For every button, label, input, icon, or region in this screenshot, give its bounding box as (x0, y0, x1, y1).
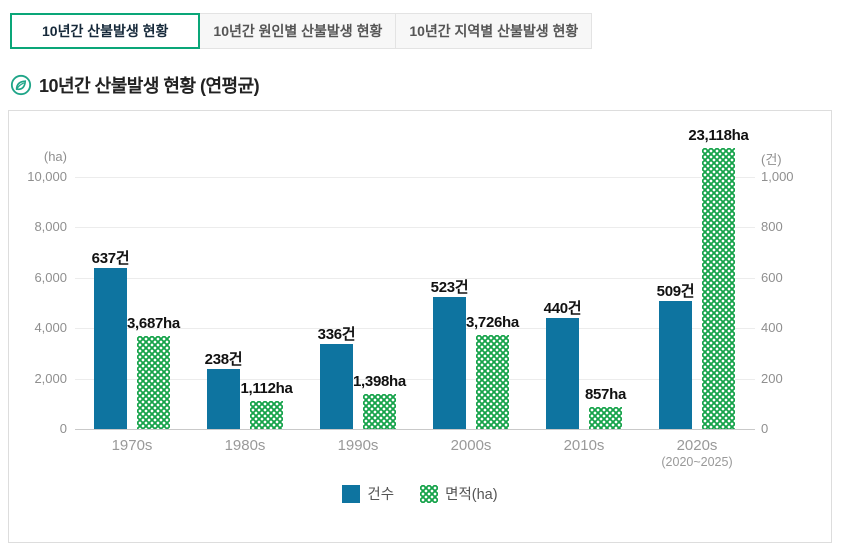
gridline (75, 277, 755, 279)
area-bar-2010s (589, 407, 622, 429)
right-axis-tick: 600 (761, 269, 783, 285)
legend-label: 면적(ha) (445, 487, 498, 503)
category-label-1990s: 1990s (337, 437, 379, 454)
category-label-1980s: 1980s (224, 437, 266, 454)
area-bar-2020s (702, 148, 735, 429)
area-bar-1970s (137, 336, 170, 429)
section-title-row: 10년간 산불발생 현황 (연평균) (10, 72, 260, 98)
area-value-label: 857ha (584, 386, 627, 404)
left-axis-tick: 10,000 (27, 169, 67, 184)
category-label-2000s: 2000s (450, 437, 492, 454)
tab-overall-status[interactable]: 10년간 산불발생 현황 (10, 13, 201, 49)
legend-item-count[interactable]: 건수 (342, 483, 394, 504)
count-value-label: 238건 (204, 351, 243, 369)
gridline (75, 328, 755, 330)
area-value-label: 1,112ha (240, 379, 293, 397)
left-axis-unit-label: (ha) (43, 149, 67, 164)
count-value-label: 637건 (91, 250, 130, 268)
area-bar-1980s (250, 400, 283, 429)
category-label-2020s: 2020s (676, 437, 718, 454)
legend-swatch-count (342, 484, 361, 503)
tab-by-region[interactable]: 10년간 지역별 산불발생 현황 (396, 13, 593, 49)
count-value-label: 440건 (543, 300, 582, 318)
category-label-1970s: 1970s (111, 437, 153, 454)
area-value-label: 23,118ha (688, 127, 749, 144)
area-value-label: 1,398ha (353, 372, 406, 390)
gridline (75, 227, 755, 229)
count-bar-2020s (659, 300, 692, 429)
count-value-label: 509건 (656, 282, 695, 300)
right-axis-tick: 0 (761, 421, 769, 436)
category-sublabel-2020s: (2020~2025) (661, 455, 733, 469)
tab-bar: 10년간 산불발생 현황 10년간 원인별 산불발생 현황 10년간 지역별 산… (10, 13, 593, 49)
right-axis-tick: 1,000 (761, 169, 794, 184)
category-label-2010s: 2010s (563, 437, 605, 454)
left-axis-tick: 4,000 (34, 320, 67, 336)
fire-statistics-chart: (ha) (건) 10,000 1,000 8,000 800 6,000 600 4,000 4… (8, 110, 832, 543)
gridline (75, 177, 755, 178)
count-value-label: 523건 (430, 279, 469, 297)
count-bar-2010s (546, 318, 579, 429)
area-value-label: 3,687ha (127, 315, 180, 333)
area-bar-1990s (363, 393, 396, 429)
right-axis-unit-label: (건) (761, 152, 782, 167)
right-axis-tick: 400 (761, 320, 783, 336)
legend-item-area[interactable]: 면적(ha) (420, 483, 498, 504)
legend-swatch-area (420, 484, 439, 503)
right-axis-tick: 200 (761, 370, 783, 386)
left-axis-tick: 0 (59, 421, 67, 436)
count-bar-1980s (207, 369, 240, 429)
area-value-label: 3,726ha (466, 314, 519, 332)
gridline (75, 429, 755, 430)
leaf-icon (10, 74, 32, 96)
area-bar-2000s (476, 335, 509, 429)
gridline (75, 378, 755, 380)
count-value-label: 336건 (317, 326, 356, 344)
left-axis-tick: 2,000 (34, 370, 67, 386)
count-bar-2000s (433, 297, 466, 429)
tab-by-cause[interactable]: 10년간 원인별 산불발생 현황 (200, 13, 397, 49)
left-axis-tick: 6,000 (34, 269, 67, 285)
left-axis-tick: 8,000 (34, 219, 67, 235)
chart-legend: 건수 면적(ha) (9, 483, 831, 504)
count-bar-1990s (320, 344, 353, 429)
count-bar-1970s (94, 268, 127, 429)
right-axis-tick: 800 (761, 219, 783, 235)
legend-label: 건수 (367, 487, 395, 503)
page-title: 10년간 산불발생 현황 (연평균) (39, 76, 260, 96)
